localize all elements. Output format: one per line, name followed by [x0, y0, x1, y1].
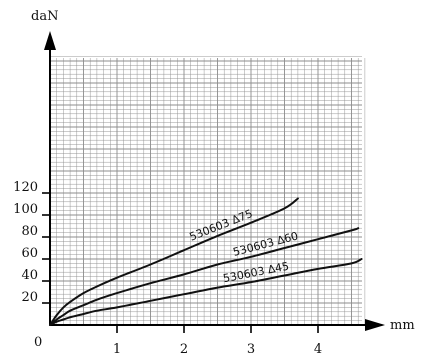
x-axis-arrow-icon [365, 319, 385, 331]
origin-label: 0 [34, 335, 42, 350]
plot-grid [50, 56, 366, 325]
y-tick-label: 60 [21, 246, 38, 261]
series-line [49, 258, 363, 326]
y-tick-label: 40 [21, 268, 38, 283]
x-tick-label: 2 [180, 342, 188, 356]
y-axis-label: daN [31, 9, 58, 24]
x-tick-label: 1 [113, 342, 121, 356]
series-line [49, 227, 360, 326]
x-tick-label: 3 [247, 342, 255, 356]
x-axis-label: mm [390, 318, 415, 333]
y-tick-label: 20 [21, 290, 38, 305]
x-tick-label: 4 [314, 342, 322, 356]
y-tick-label: 80 [21, 224, 38, 239]
series-line [49, 197, 299, 326]
axes [44, 31, 385, 331]
y-tick-label: 120 [13, 180, 38, 195]
y-axis-arrow-icon [44, 31, 56, 50]
axis-ticks: 1 2 3 4 20 40 60 80 100 120 [13, 180, 322, 356]
y-tick-label: 100 [13, 202, 38, 217]
series-lines [49, 197, 363, 326]
